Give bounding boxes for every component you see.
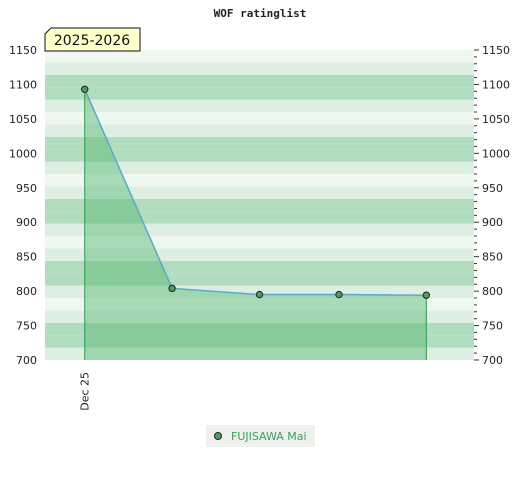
grid-band bbox=[45, 347, 474, 360]
grid-band bbox=[45, 87, 474, 100]
y-tick-label-left: 850 bbox=[16, 251, 37, 264]
grid-band bbox=[45, 124, 474, 137]
y-tick-label-left: 900 bbox=[16, 216, 37, 229]
grid-band bbox=[45, 161, 474, 174]
x-axis: Dec 25 bbox=[79, 372, 92, 411]
y-tick-label-right: 700 bbox=[482, 354, 503, 367]
y-tick-label-right: 800 bbox=[482, 285, 503, 298]
y-axis-left: 700 750 800 850 900 950 1000 1050 1100 1150 bbox=[9, 44, 37, 367]
y-tick-label-left: 700 bbox=[16, 354, 37, 367]
y-tick-label-left: 1000 bbox=[9, 147, 37, 160]
y-axis-right: 700 750 800 850 900 950 1000 1050 1100 1150 bbox=[474, 44, 510, 367]
y-tick-label-right: 1050 bbox=[482, 113, 510, 126]
y-tick-label-left: 950 bbox=[16, 182, 37, 195]
data-point bbox=[81, 85, 89, 93]
season-label: 2025-2026 bbox=[54, 33, 130, 49]
y-tick-label-left: 800 bbox=[16, 285, 37, 298]
legend-entry-label: FUJISAWA Mai bbox=[231, 430, 307, 443]
y-tick-label-right: 950 bbox=[482, 182, 503, 195]
grid-band bbox=[45, 298, 474, 311]
season-label-box: 2025-2026 bbox=[44, 27, 141, 52]
y-tick-label-right: 1100 bbox=[482, 78, 510, 91]
y-tick-label-left: 1100 bbox=[9, 78, 37, 91]
grid-band bbox=[45, 149, 474, 162]
data-point bbox=[335, 290, 343, 299]
y-tick-label-right: 850 bbox=[482, 251, 503, 264]
chart-title: WOF ratinglist bbox=[214, 7, 307, 20]
legend[interactable]: FUJISAWA Mai bbox=[206, 425, 315, 447]
data-points bbox=[81, 85, 431, 299]
data-point bbox=[422, 291, 431, 299]
y-tick-label-left: 1050 bbox=[9, 113, 37, 126]
grid-band bbox=[45, 62, 474, 75]
grid-band bbox=[45, 223, 474, 236]
y-tick-label-right: 750 bbox=[482, 320, 503, 333]
plot-background-bands bbox=[45, 50, 474, 360]
grid-band bbox=[45, 310, 474, 323]
grid-band bbox=[45, 74, 474, 88]
grid-band bbox=[45, 99, 474, 112]
grid-band bbox=[45, 112, 474, 125]
grid-band bbox=[45, 174, 474, 187]
grid-band bbox=[45, 211, 474, 224]
y-tick-label-left: 1150 bbox=[9, 44, 37, 57]
y-tick-label-right: 900 bbox=[482, 216, 503, 229]
grid-band bbox=[45, 186, 474, 199]
data-point bbox=[168, 284, 176, 293]
grid-band bbox=[45, 273, 474, 286]
data-point bbox=[255, 290, 264, 299]
grid-band bbox=[45, 136, 474, 150]
grid-band bbox=[45, 260, 474, 274]
grid-band bbox=[45, 248, 474, 261]
y-tick-label-right: 1150 bbox=[482, 44, 510, 57]
grid-band bbox=[45, 236, 474, 249]
legend-marker-icon bbox=[214, 432, 222, 440]
grid-band bbox=[45, 322, 474, 336]
grid-band bbox=[45, 50, 474, 63]
x-tick-label: Dec 25 bbox=[79, 372, 92, 411]
grid-band bbox=[45, 198, 474, 212]
grid-band bbox=[45, 335, 474, 348]
y-tick-label-right: 1000 bbox=[482, 147, 510, 160]
series-area-fill bbox=[84, 89, 427, 361]
y-tick-label-left: 750 bbox=[16, 320, 37, 333]
